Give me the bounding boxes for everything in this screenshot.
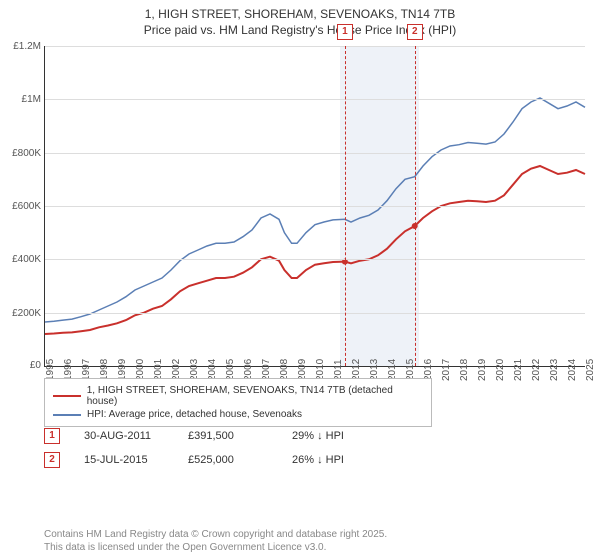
- footer-line-2: This data is licensed under the Open Gov…: [44, 541, 387, 554]
- y-tick-label: £200K: [5, 308, 41, 319]
- x-tick-label: 2023: [549, 359, 560, 381]
- x-tick-label: 2022: [531, 359, 542, 381]
- marker-vline: [415, 46, 416, 366]
- legend-row-price-paid: 1, HIGH STREET, SHOREHAM, SEVENOAKS, TN1…: [53, 384, 423, 408]
- annotation-row: 2 15-JUL-2015 £525,000 26% ↓ HPI: [44, 448, 372, 472]
- y-gridline: £600K: [45, 206, 585, 207]
- annotation-price: £525,000: [188, 454, 268, 466]
- annotation-date: 30-AUG-2011: [84, 430, 164, 442]
- x-tick-label: 2024: [567, 359, 578, 381]
- legend-label-hpi: HPI: Average price, detached house, Seve…: [87, 409, 302, 420]
- y-tick-label: £800K: [5, 148, 41, 159]
- annotation-marker: 1: [44, 428, 60, 444]
- marker-box: 1: [337, 24, 353, 40]
- y-tick-label: £1M: [5, 94, 41, 105]
- marker-vline: [345, 46, 346, 366]
- annotation-price: £391,500: [188, 430, 268, 442]
- annotation-delta: 26% ↓ HPI: [292, 454, 372, 466]
- title-line-2: Price paid vs. HM Land Registry's House …: [10, 22, 590, 38]
- series-price_paid: [45, 166, 585, 334]
- x-tick-label: 2025: [585, 359, 596, 381]
- legend: 1, HIGH STREET, SHOREHAM, SEVENOAKS, TN1…: [44, 378, 432, 427]
- marker-box: 2: [407, 24, 423, 40]
- x-tick-label: 2020: [495, 359, 506, 381]
- title-line-1: 1, HIGH STREET, SHOREHAM, SEVENOAKS, TN1…: [10, 6, 590, 22]
- annotation-table: 1 30-AUG-2011 £391,500 29% ↓ HPI 2 15-JUL-201…: [44, 424, 372, 472]
- y-tick-label: £600K: [5, 201, 41, 212]
- y-tick-label: £1.2M: [5, 41, 41, 52]
- legend-swatch-price-paid: [53, 395, 81, 397]
- chart-title: 1, HIGH STREET, SHOREHAM, SEVENOAKS, TN1…: [0, 0, 600, 38]
- x-tick-label: 2021: [513, 359, 524, 381]
- x-tick-label: 2018: [459, 359, 470, 381]
- series-hpi: [45, 98, 585, 322]
- plot-area: £0£200K£400K£600K£800K£1M£1.2M1995199619…: [44, 46, 585, 367]
- footer: Contains HM Land Registry data © Crown c…: [44, 528, 387, 554]
- annotation-delta: 29% ↓ HPI: [292, 430, 372, 442]
- x-tick-label: 2017: [441, 359, 452, 381]
- y-tick-label: £0: [5, 360, 41, 371]
- annotation-row: 1 30-AUG-2011 £391,500 29% ↓ HPI: [44, 424, 372, 448]
- y-gridline: £200K: [45, 313, 585, 314]
- chart-container: 1, HIGH STREET, SHOREHAM, SEVENOAKS, TN1…: [0, 0, 600, 560]
- annotation-date: 15-JUL-2015: [84, 454, 164, 466]
- legend-swatch-hpi: [53, 414, 81, 416]
- y-gridline: £800K: [45, 153, 585, 154]
- y-tick-label: £400K: [5, 254, 41, 265]
- y-gridline: £400K: [45, 259, 585, 260]
- legend-label-price-paid: 1, HIGH STREET, SHOREHAM, SEVENOAKS, TN1…: [87, 385, 423, 407]
- footer-line-1: Contains HM Land Registry data © Crown c…: [44, 528, 387, 541]
- legend-row-hpi: HPI: Average price, detached house, Seve…: [53, 408, 423, 421]
- annotation-marker: 2: [44, 452, 60, 468]
- y-gridline: £1.2M: [45, 46, 585, 47]
- y-gridline: £1M: [45, 99, 585, 100]
- x-tick-label: 2019: [477, 359, 488, 381]
